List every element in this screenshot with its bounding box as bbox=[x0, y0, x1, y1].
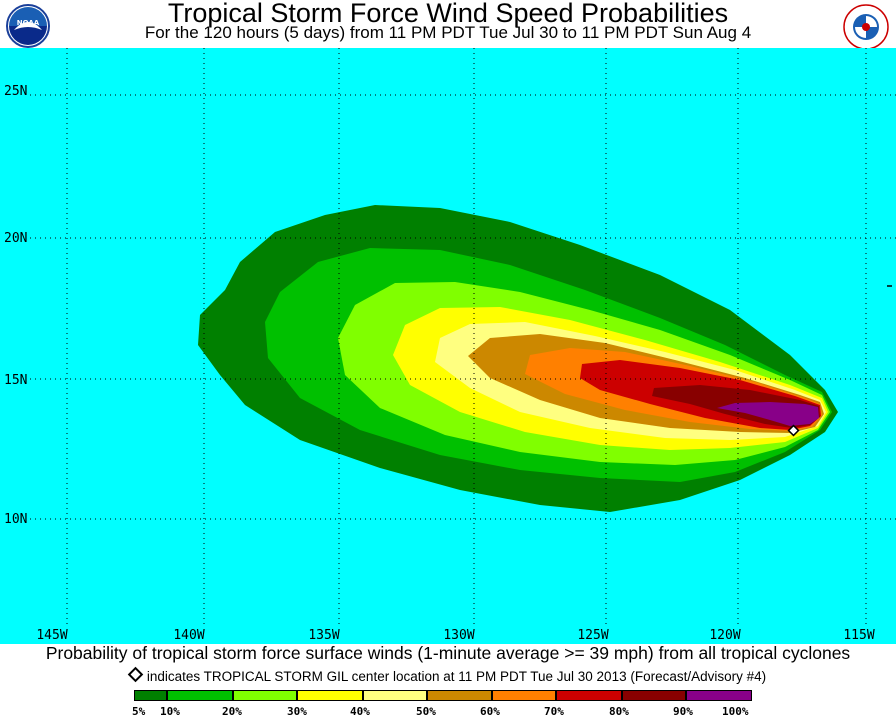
map-subtitle: For the 120 hours (5 days) from 11 PM PD… bbox=[144, 23, 752, 42]
map-canvas bbox=[0, 48, 896, 644]
legend-label-50: 50% bbox=[416, 705, 436, 718]
legend-label-30: 30% bbox=[287, 705, 307, 718]
legend-swatch-60 bbox=[492, 690, 556, 701]
storm-center-note-text: indicates TROPICAL STORM GIL center loca… bbox=[146, 669, 767, 684]
legend-label-90: 90% bbox=[673, 705, 693, 718]
diamond-icon bbox=[127, 666, 144, 683]
legend-swatch-70 bbox=[556, 690, 622, 701]
nws-logo bbox=[843, 4, 889, 50]
lon-label-135w: 135W bbox=[308, 628, 340, 643]
longitude-gridlines bbox=[66, 48, 867, 628]
svg-text:NOAA: NOAA bbox=[17, 19, 40, 27]
legend-label-40: 40% bbox=[350, 705, 370, 718]
lat-label-25n: 25N bbox=[4, 84, 28, 99]
lon-label-115w: 115W bbox=[843, 628, 875, 643]
probability-map bbox=[0, 48, 896, 644]
legend-swatch-30 bbox=[297, 690, 363, 701]
lon-label-145w: 145W bbox=[36, 628, 68, 643]
storm-center-diamond bbox=[787, 424, 800, 437]
lon-label-125w: 125W bbox=[577, 628, 609, 643]
band-90pct bbox=[717, 402, 819, 426]
lon-label-140w: 140W bbox=[173, 628, 205, 643]
lat-label-15n: 15N bbox=[4, 373, 28, 388]
lon-label-130w: 130W bbox=[443, 628, 475, 643]
map-caption: Probability of tropical storm force surf… bbox=[45, 643, 851, 663]
lon-label-120w: 120W bbox=[709, 628, 741, 643]
header: NOAA Tropical Storm Force Wind Speed Pro… bbox=[0, 0, 896, 50]
legend-label-20: 20% bbox=[222, 705, 242, 718]
legend-swatch-10 bbox=[167, 690, 233, 701]
lat-label-10n: 10N bbox=[4, 512, 28, 527]
legend-label-10: 10% bbox=[160, 705, 180, 718]
legend-label-100: 100% bbox=[722, 705, 749, 718]
lat-label-20n: 20N bbox=[4, 231, 28, 246]
legend-label-80: 80% bbox=[609, 705, 629, 718]
storm-center-note: indicates TROPICAL STORM GIL center loca… bbox=[0, 666, 896, 684]
legend-swatch-80 bbox=[622, 690, 686, 701]
legend-label-70: 70% bbox=[544, 705, 564, 718]
noaa-logo: NOAA bbox=[6, 4, 50, 48]
legend-swatch-50 bbox=[427, 690, 492, 701]
legend-swatch-90 bbox=[686, 690, 752, 701]
legend-swatch-40 bbox=[363, 690, 427, 701]
legend-swatch-20 bbox=[233, 690, 297, 701]
legend-swatch-5 bbox=[134, 690, 167, 701]
legend-label-60: 60% bbox=[480, 705, 500, 718]
map-title: Tropical Storm Force Wind Speed Probabil… bbox=[167, 0, 729, 28]
legend-label-5: 5% bbox=[132, 705, 146, 718]
